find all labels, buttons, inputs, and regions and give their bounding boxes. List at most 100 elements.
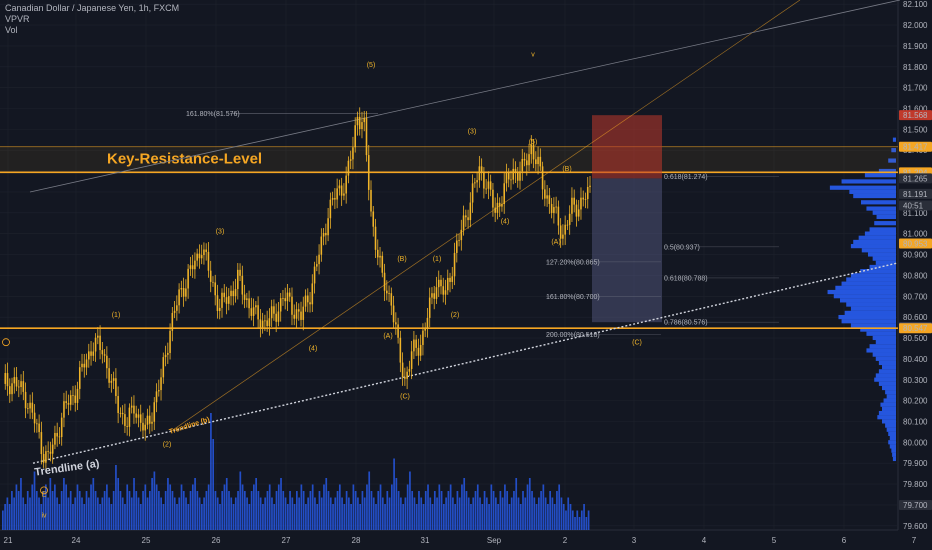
volume-bar — [495, 497, 497, 530]
candle-body — [573, 197, 575, 205]
candle-body — [300, 311, 302, 320]
volume-bar — [528, 478, 531, 530]
candle-body — [435, 287, 438, 299]
volume-bar — [72, 504, 74, 530]
fib-label: 0.618(81.274) — [664, 174, 708, 181]
volume-bar — [499, 491, 502, 530]
volume-bar — [85, 491, 88, 530]
candle-body — [516, 172, 519, 181]
candle-body — [4, 373, 7, 384]
candle-body — [422, 330, 424, 345]
candle-body — [343, 193, 345, 196]
candle-body — [408, 368, 411, 372]
vpvr-bar — [878, 168, 896, 174]
candle-body — [250, 308, 253, 316]
volume-bar — [470, 504, 472, 530]
volume-bar — [259, 497, 262, 530]
price-badge — [899, 499, 932, 510]
fib-label: 0.618(80.788) — [664, 275, 708, 282]
y-tick-label: 80.900 — [903, 251, 928, 260]
volume-bar — [96, 497, 99, 530]
price-badge — [899, 238, 932, 249]
candle-body — [309, 302, 311, 305]
volume-bar — [60, 491, 63, 530]
volume-bar — [501, 497, 504, 530]
vpvr-bar — [869, 344, 896, 349]
candle-body — [194, 260, 196, 270]
x-tick-label: 24 — [72, 536, 81, 545]
volume-bar — [169, 484, 172, 530]
candle-body — [327, 218, 329, 236]
candle-body — [383, 272, 386, 291]
candle-body — [356, 116, 359, 126]
vpvr-bar — [892, 456, 896, 462]
volume-bar — [162, 504, 165, 530]
volume-bar — [126, 484, 129, 530]
volume-bar — [51, 491, 54, 530]
volume-bar — [284, 497, 287, 530]
candle-body — [354, 125, 356, 148]
volume-bar — [357, 497, 359, 530]
candle-body — [519, 171, 521, 181]
price-badge-label: 81.191 — [903, 190, 928, 199]
candle-body — [234, 289, 237, 297]
candle-body — [386, 290, 388, 294]
candle-body — [115, 378, 117, 397]
volume-bar — [29, 497, 31, 530]
candle-body — [218, 307, 221, 312]
wave-label: (B) — [397, 256, 406, 263]
price-badge-label: 80.953 — [903, 240, 928, 249]
candle-body — [81, 363, 83, 368]
candle-body — [191, 265, 194, 270]
volume-bar — [137, 497, 140, 530]
candle-body — [60, 417, 63, 437]
volume-bar — [257, 491, 260, 530]
candle-body — [586, 186, 589, 200]
volume-bar — [519, 504, 522, 530]
volume-bar — [402, 504, 404, 530]
volume-bar — [311, 484, 314, 530]
volume-bar — [133, 478, 135, 530]
y-tick-label: 80.700 — [903, 292, 928, 301]
volume-bar — [343, 504, 346, 530]
volume-bar — [323, 484, 325, 530]
vpvr-bar — [883, 398, 896, 403]
volume-bar — [78, 491, 81, 530]
volume-bar — [296, 491, 298, 530]
volume-bar — [56, 497, 58, 530]
vpvr-bar — [875, 373, 896, 378]
volume-indicator-label[interactable]: Vol — [5, 25, 18, 35]
y-tick-label: 82.100 — [903, 0, 928, 9]
price-badge — [899, 173, 932, 184]
candle-body — [38, 423, 40, 433]
y-tick-label: 81.600 — [903, 105, 928, 114]
volume-bar — [300, 484, 303, 530]
volume-bar — [31, 484, 34, 530]
volume-bar — [210, 413, 212, 530]
volume-bar — [44, 484, 47, 530]
volume-bar — [189, 491, 192, 530]
wave-label: (1) — [112, 312, 121, 319]
wave-label: (4) — [309, 346, 318, 353]
candle-body — [232, 290, 235, 297]
volume-bar — [139, 504, 142, 530]
candle-body — [255, 305, 257, 308]
candle-body — [212, 281, 214, 283]
vpvr-bar — [861, 248, 896, 253]
candle-body — [176, 305, 178, 311]
candle-body — [266, 320, 268, 327]
wave-label: (3) — [468, 129, 477, 136]
candle-body — [200, 255, 203, 259]
candle-body — [112, 378, 115, 381]
symbol-title: Canadian Dollar / Japanese Yen, 1h, FXCM — [5, 3, 180, 13]
candle-body — [47, 451, 49, 453]
candle-body — [121, 412, 124, 415]
vpvr-indicator-label[interactable]: VPVR — [5, 14, 30, 24]
candle-body — [214, 282, 217, 296]
candle-body — [374, 226, 377, 250]
candle-body — [397, 324, 399, 338]
volume-bar — [375, 504, 377, 530]
candle-body — [270, 306, 273, 319]
